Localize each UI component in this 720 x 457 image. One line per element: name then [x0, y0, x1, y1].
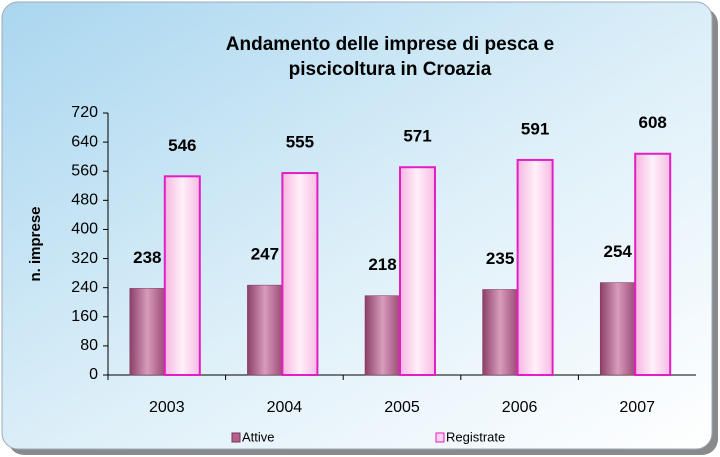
y-tick-label: 240 — [71, 279, 98, 296]
y-tick-label: 320 — [71, 250, 98, 267]
y-tick-label: 80 — [80, 337, 98, 354]
bar — [247, 284, 283, 376]
bar — [599, 282, 636, 376]
legend-swatch — [435, 432, 445, 443]
y-tick-label: 560 — [71, 162, 98, 179]
value-label: 591 — [521, 119, 549, 138]
y-tick-label: 0 — [89, 366, 98, 383]
y-tick-label: 400 — [71, 221, 98, 238]
value-label: 571 — [403, 127, 431, 146]
bar — [634, 152, 672, 376]
legend-label: Attive — [242, 429, 275, 444]
bar — [399, 166, 436, 376]
x-tick-label: 2006 — [502, 399, 538, 416]
value-label: 247 — [251, 245, 279, 264]
x-tick-label: 2005 — [384, 399, 420, 416]
value-label: 608 — [639, 113, 667, 132]
bar — [516, 158, 554, 376]
value-label: 218 — [368, 255, 396, 274]
y-tick-label: 720 — [71, 104, 98, 121]
x-tick-label: 2007 — [619, 399, 655, 416]
bar — [129, 288, 166, 376]
value-label: 238 — [133, 248, 161, 267]
legend-swatch — [231, 432, 241, 443]
chart-title: piscicoltura in Croazia — [289, 59, 492, 80]
bar — [163, 175, 201, 376]
y-tick-label: 640 — [71, 133, 98, 150]
value-label: 254 — [604, 242, 633, 261]
x-tick-label: 2004 — [267, 399, 303, 416]
value-label: 546 — [168, 136, 196, 155]
chart-title: Andamento delle imprese di pesca e — [226, 34, 554, 55]
bar — [364, 295, 401, 376]
value-label: 235 — [486, 249, 514, 268]
value-label: 555 — [286, 133, 314, 152]
bar — [482, 289, 518, 376]
legend-label: Registrate — [446, 429, 505, 444]
y-axis-label: n. imprese — [27, 206, 44, 281]
x-tick-label: 2003 — [149, 399, 185, 416]
y-tick-label: 160 — [71, 308, 98, 325]
y-tick-label: 480 — [71, 192, 98, 209]
bar — [281, 172, 319, 376]
